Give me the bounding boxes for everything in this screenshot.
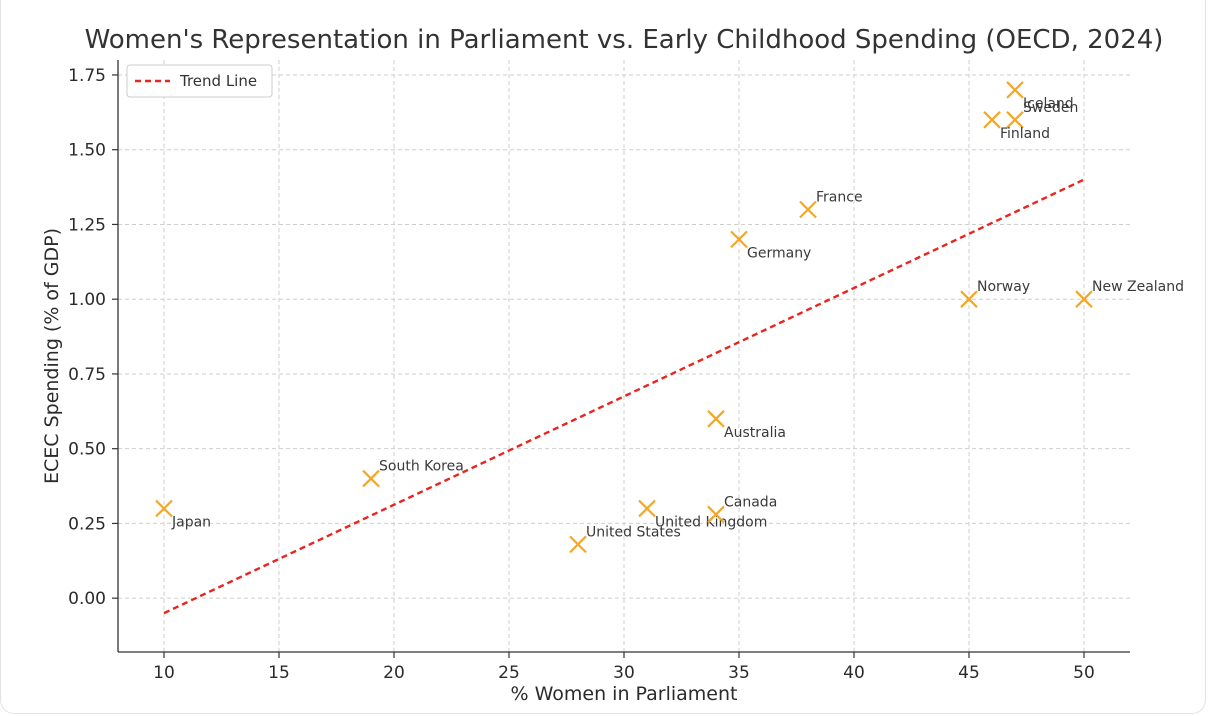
point-label: Finland <box>1000 126 1050 142</box>
point-label: United Kingdom <box>655 514 767 530</box>
point-label: South Korea <box>379 459 464 475</box>
legend-trend-line-label: Trend Line <box>179 72 257 90</box>
point-marker-stroke <box>799 200 817 219</box>
x-tick-label: 10 <box>153 663 175 683</box>
point-label: Australia <box>724 425 786 441</box>
x-tick-label: 50 <box>1073 663 1095 683</box>
data-point-japan: Japan <box>155 499 211 530</box>
point-label: France <box>816 189 863 205</box>
x-axis-label: % Women in Parliament <box>511 683 738 705</box>
x-tick-label: 25 <box>498 663 520 683</box>
data-point-germany: Germany <box>730 230 811 261</box>
data-point-south-korea: South Korea <box>362 459 464 488</box>
data-point-finland: Finland <box>983 111 1050 142</box>
point-label: Iceland <box>1023 96 1074 112</box>
gridlines <box>118 60 1130 652</box>
legend: Trend Line <box>126 64 273 98</box>
point-marker-stroke <box>569 535 587 554</box>
point-marker-stroke <box>1006 111 1024 129</box>
data-point-france: France <box>799 189 863 219</box>
point-marker-stroke <box>707 505 725 524</box>
point-label: United States <box>586 524 681 540</box>
point-marker-stroke <box>983 111 1001 129</box>
x-tick-label: 20 <box>383 663 405 683</box>
x-tick-label: 45 <box>958 663 980 683</box>
y-axis-label: ECEC Spending (% of GDP) <box>41 228 63 484</box>
data-point-australia: Australia <box>707 410 786 441</box>
x-tick-label: 30 <box>613 663 635 683</box>
y-tick-label: 0.00 <box>68 589 106 609</box>
point-marker-stroke <box>155 499 173 518</box>
y-tick-label: 1.50 <box>68 141 106 161</box>
data-point-iceland: Iceland <box>1006 81 1074 112</box>
point-label: Germany <box>747 245 811 261</box>
x-tick-label: 15 <box>268 663 290 683</box>
point-label: Norway <box>977 279 1030 295</box>
y-tick-label: 1.00 <box>68 290 106 310</box>
y-tick-label: 0.75 <box>68 365 106 385</box>
chart-title: Women's Representation in Parliament vs.… <box>85 25 1164 55</box>
point-marker-stroke <box>638 499 656 518</box>
point-marker-stroke <box>730 230 748 249</box>
x-tick-label: 35 <box>728 663 750 683</box>
point-marker-stroke <box>707 410 725 428</box>
legend-box <box>126 64 273 98</box>
y-tick-label: 0.25 <box>68 514 106 534</box>
point-label: Japan <box>171 514 211 530</box>
data-point-united-kingdom: United Kingdom <box>638 499 767 530</box>
data-point-canada: Canada <box>707 494 777 524</box>
point-marker-stroke <box>362 469 380 488</box>
x-tick-label: 40 <box>843 663 865 683</box>
y-tick-label: 1.25 <box>68 215 106 235</box>
y-tick-label: 1.75 <box>68 66 106 86</box>
data-point-united-states: United States <box>569 524 681 554</box>
point-marker-stroke <box>1075 290 1093 308</box>
point-marker-stroke <box>960 290 978 308</box>
y-tick-label: 0.50 <box>68 440 106 460</box>
point-label: Sweden <box>1023 100 1078 116</box>
point-label: Canada <box>724 494 777 510</box>
data-point-new-zealand: New Zealand <box>1075 279 1184 308</box>
data-point-norway: Norway <box>960 279 1030 308</box>
point-label: New Zealand <box>1092 279 1184 295</box>
point-marker-stroke <box>1006 81 1024 99</box>
data-point-sweden: Sweden <box>1006 100 1078 129</box>
axes: 10 15 20 25 30 35 40 45 50 0.00 0.25 0.50 0.75 1.00 1.… <box>68 60 1130 683</box>
